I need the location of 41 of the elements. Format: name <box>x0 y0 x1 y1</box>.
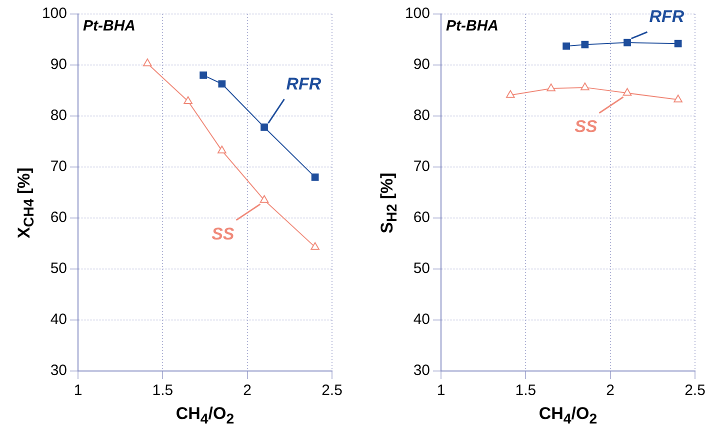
annotation: Pt-BHA <box>446 18 498 35</box>
y-tick-label: 100 <box>42 5 67 22</box>
annotation: Pt-BHA <box>83 18 136 35</box>
point <box>218 80 226 88</box>
x-tick-label: 2 <box>606 382 615 400</box>
point <box>143 58 152 66</box>
x-tick-label: 1 <box>74 382 82 400</box>
y-tick-label: 30 <box>413 362 430 380</box>
point <box>184 96 192 104</box>
y-tick-label: 80 <box>413 107 430 124</box>
y-tick-label: 60 <box>50 209 67 226</box>
y-tick-label: 50 <box>413 260 430 278</box>
x-axis-title: CH$_{4}$/O$_{2}$ <box>538 404 598 428</box>
y-tick-label: 90 <box>413 56 430 74</box>
y-tick-label: 90 <box>50 56 67 74</box>
y-tick-label: 100 <box>404 5 430 22</box>
y-tick-label: 50 <box>50 260 67 278</box>
y-tick-label: 70 <box>413 158 430 176</box>
x-tick-label: 2.5 <box>322 382 342 400</box>
x-tick-label: 1.5 <box>152 382 174 400</box>
y-tick-label: 30 <box>50 362 67 380</box>
point <box>311 174 319 181</box>
text: RFR <box>286 74 322 94</box>
legend-label: SS <box>574 117 598 136</box>
y-tick-label: 40 <box>413 311 430 328</box>
x-tick-label: 1.5 <box>515 382 536 400</box>
point <box>310 242 320 250</box>
y-tick-label: 80 <box>50 107 67 124</box>
series-label: RFR <box>649 7 685 26</box>
point <box>260 195 269 203</box>
x-axis-title: CH$_{4}$/O$_{2}$ <box>174 404 236 428</box>
y-tick-label: 60 <box>413 209 430 226</box>
point <box>200 72 207 79</box>
legend-label: SS <box>212 224 235 244</box>
y-tick-label: 40 <box>50 311 67 328</box>
x-tick-label: 1 <box>436 382 446 400</box>
x-tick-label: 2 <box>243 382 252 400</box>
point <box>218 146 226 154</box>
point <box>260 124 268 131</box>
x-tick-label: 2.5 <box>684 382 706 400</box>
y-tick-label: 70 <box>50 158 67 176</box>
